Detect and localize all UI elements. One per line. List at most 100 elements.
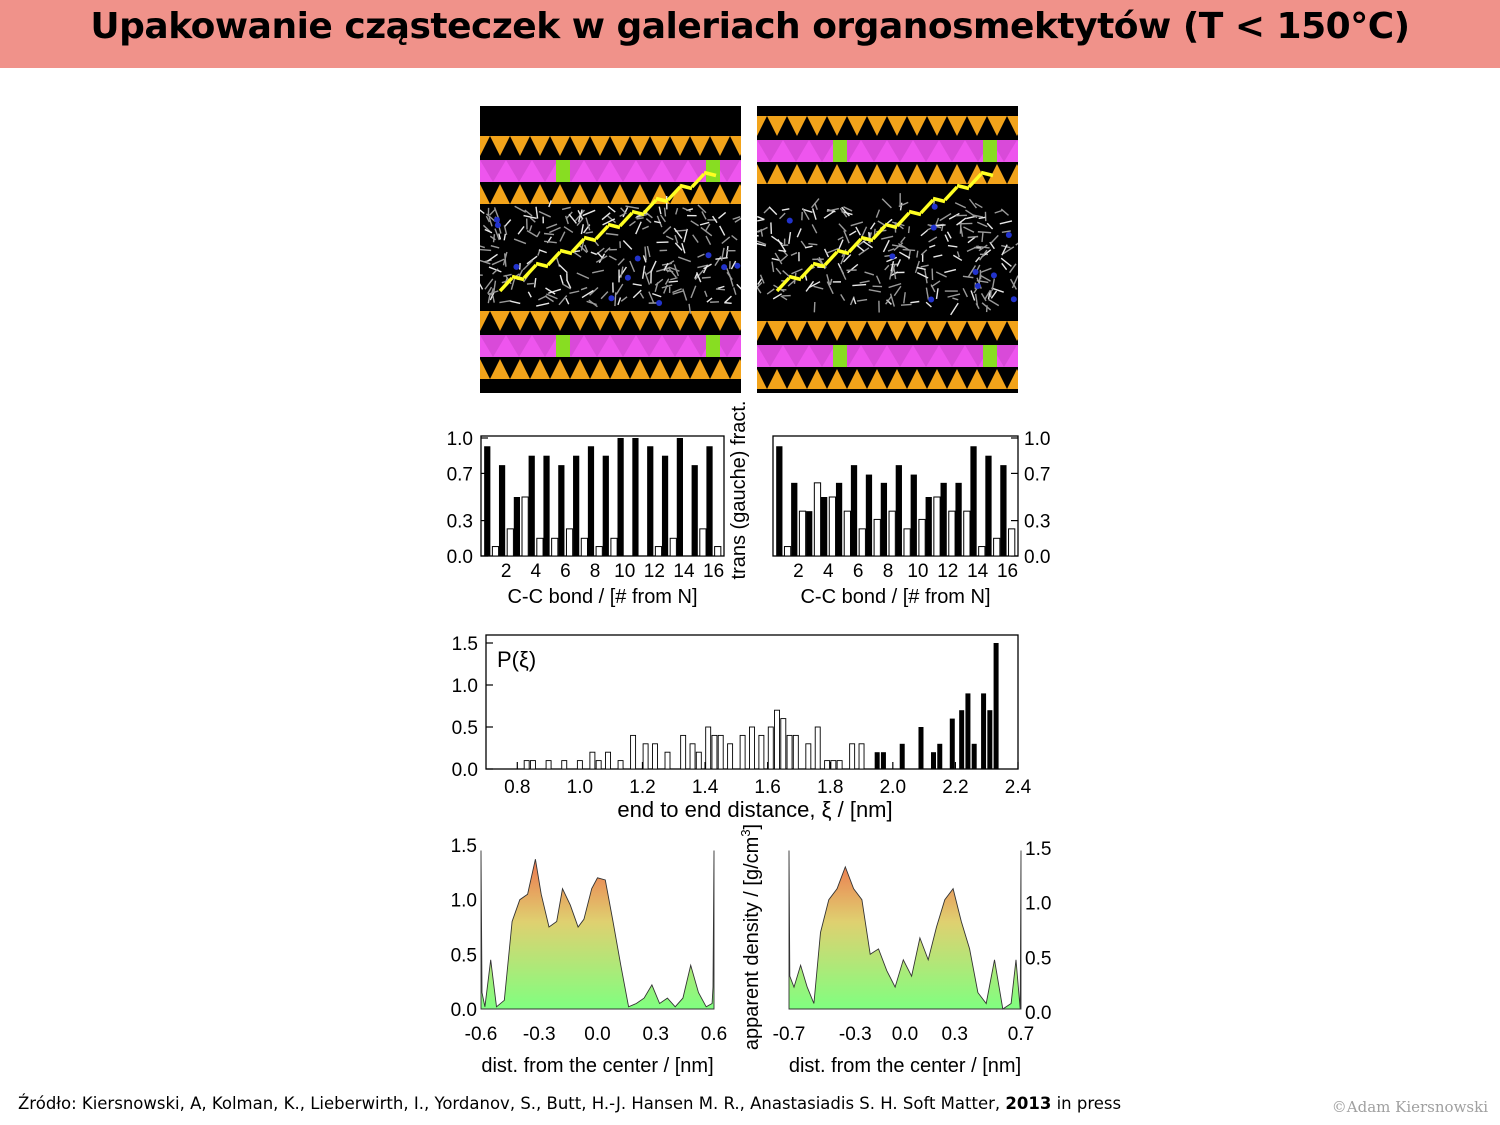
bar-trans	[910, 474, 917, 556]
x-axis-label: dist. from the center / [nm]	[789, 1055, 1021, 1077]
bar-trans	[602, 455, 609, 556]
x-tick-label: -0.3	[523, 1024, 556, 1045]
x-tick-label: 0.0	[584, 1024, 610, 1045]
bar-filled	[987, 710, 993, 769]
x-tick-label: 2.2	[942, 777, 968, 798]
y-axis-label: apparent density / [g/cm3]	[738, 824, 763, 1050]
x-axis-label: dist. from the center / [nm]	[481, 1055, 713, 1077]
y-tick-label: 0.5	[452, 718, 478, 739]
bar-open	[727, 743, 734, 770]
y-tick-label: 1.0	[1024, 429, 1050, 450]
x-tick-label: 4	[823, 561, 834, 582]
bar-trans	[865, 474, 873, 556]
bar-filled	[965, 693, 971, 769]
bar-gauche	[918, 518, 926, 557]
bar-gauche	[858, 528, 866, 557]
source-citation: Źródło: Kiersnowski, A, Kolman, K., Lieb…	[18, 1094, 1121, 1113]
bar-filled	[899, 743, 905, 769]
bar-gauche	[491, 546, 500, 557]
bar-trans	[925, 497, 932, 556]
bar-trans	[880, 482, 888, 556]
x-tick-label: 0.7	[1008, 1024, 1034, 1045]
density-area	[788, 850, 1022, 1010]
x-tick-label: 2.4	[1005, 777, 1032, 798]
y-tick-label: 1.5	[1025, 839, 1051, 860]
y-tick-label: 1.0	[1025, 894, 1051, 915]
bar-open	[780, 718, 787, 770]
bar-gauche	[565, 528, 574, 557]
x-tick-label: 6	[853, 561, 864, 582]
x-tick-label: 1.0	[567, 777, 593, 798]
y-tick-label: 1.5	[451, 836, 477, 857]
title-bar	[0, 0, 1500, 68]
y-tick-label: 0.0	[447, 547, 473, 568]
bar-open	[664, 751, 671, 770]
bar-open	[695, 751, 702, 770]
bar-trans	[647, 446, 654, 556]
bar-gauche	[610, 537, 618, 557]
x-tick-label: 6	[560, 561, 571, 582]
bar-open	[814, 726, 821, 770]
bar-open	[830, 760, 837, 770]
bar-open	[617, 760, 624, 770]
bar-trans	[706, 446, 713, 556]
bar-open	[545, 760, 552, 770]
bar-trans	[1000, 465, 1007, 556]
y-tick-label: 1.5	[452, 634, 478, 655]
slide-title: Upakowanie cząsteczek w galeriach organo…	[90, 6, 1410, 47]
y-tick-label: 0.3	[447, 512, 473, 533]
x-tick-label: 10	[907, 561, 928, 582]
annotation-p-xi: P(ξ)	[497, 647, 536, 672]
bar-open	[576, 760, 583, 770]
bar-trans	[498, 465, 506, 556]
y-tick-label: 0.0	[1025, 1003, 1051, 1024]
bar-open	[739, 734, 746, 770]
y-tick-label: 0.0	[452, 760, 478, 781]
x-tick-label: 10	[614, 561, 635, 582]
chart-canvas: 1.00.70.30.02 4 6 8 10 12 14 16C-C bond / [# fr…	[447, 401, 1052, 1077]
bar-trans	[970, 446, 977, 556]
bar-gauche	[933, 496, 941, 557]
bar-trans	[484, 446, 491, 556]
bar-open	[705, 726, 712, 770]
bar-open	[758, 734, 765, 770]
x-tick-label: 1.2	[629, 777, 655, 798]
bar-gauche	[798, 510, 807, 557]
x-tick-label: -0.6	[465, 1024, 498, 1045]
y-tick-label: 1.0	[447, 429, 473, 450]
bar-open	[589, 751, 596, 770]
bar-open	[605, 751, 611, 770]
density-area	[480, 850, 715, 1010]
bar-gauche	[903, 528, 911, 557]
bar-gauche	[888, 510, 896, 557]
bar-open	[767, 726, 774, 770]
bar-open	[529, 760, 536, 770]
bar-filled	[949, 718, 955, 769]
x-tick-label: 14	[967, 561, 989, 582]
citation-text: Źródło: Kiersnowski, A, Kolman, K., Lieb…	[18, 1094, 1006, 1113]
y-tick-label: 0.5	[451, 945, 477, 966]
bar-trans	[850, 465, 858, 556]
molecular-snapshot-left	[480, 106, 741, 393]
x-tick-label: 1.8	[817, 777, 843, 798]
x-tick-label: 0.3	[643, 1024, 669, 1045]
bar-filled	[918, 727, 924, 769]
x-axis-label: C-C bond / [# from N]	[507, 586, 697, 608]
bar-filled	[981, 693, 987, 769]
bar-open	[652, 743, 658, 770]
bar-filled	[931, 752, 937, 769]
y-tick-label: 0.5	[1025, 948, 1051, 969]
x-tick-label: 14	[673, 561, 695, 582]
x-tick-label: 16	[703, 561, 724, 582]
x-tick-label: 8	[590, 561, 601, 582]
bar-trans	[543, 455, 550, 556]
bar-filled	[993, 643, 999, 769]
copyright-notice: ©Adam Kiersnowski	[1331, 1098, 1488, 1116]
bar-open	[849, 743, 856, 770]
x-tick-label: 0.0	[892, 1024, 918, 1045]
x-tick-label: 1.6	[754, 777, 780, 798]
x-tick-label: 8	[883, 561, 894, 582]
bar-gauche	[978, 546, 986, 557]
x-tick-label: 1.4	[692, 777, 719, 798]
bar-gauche	[536, 537, 544, 557]
